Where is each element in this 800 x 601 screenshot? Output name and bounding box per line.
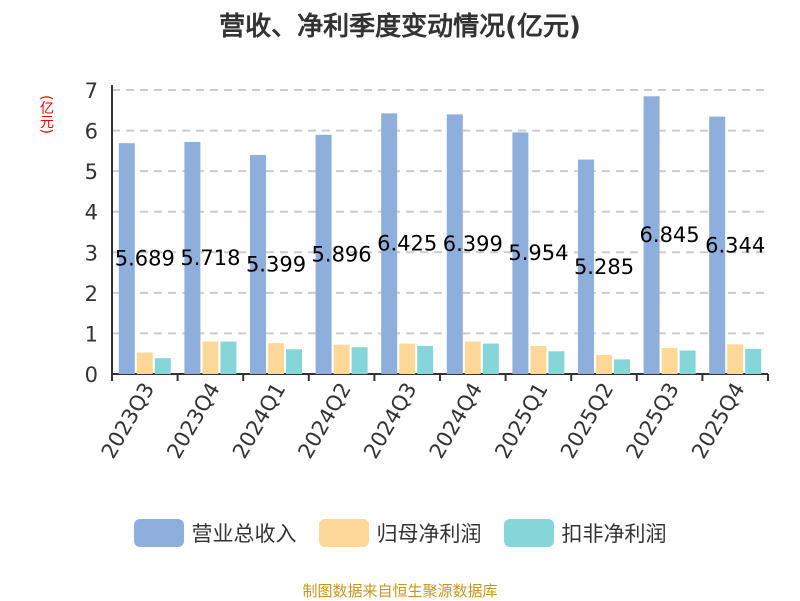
bar-deducted-net-profit: [482, 343, 499, 374]
data-label: 6.399: [443, 232, 503, 256]
legend-swatch: [133, 519, 184, 547]
legend-item[interactable]: 归母净利润: [318, 518, 482, 548]
y-tick-label: 2: [85, 282, 98, 306]
data-label: 5.285: [574, 255, 634, 279]
bar-deducted-net-profit: [351, 347, 368, 374]
bar-revenue: [709, 116, 726, 374]
bar-revenue: [643, 96, 660, 374]
legend-item[interactable]: 营业总收入: [133, 518, 297, 548]
y-tick-label: 4: [85, 201, 98, 225]
bar-net-profit: [136, 352, 153, 374]
bar-net-profit: [530, 346, 547, 374]
y-tick-label: 5: [85, 160, 98, 184]
x-tick-label: 2025Q2: [556, 379, 618, 463]
data-label: 5.954: [508, 241, 568, 265]
x-tick-label: 2024Q3: [359, 379, 421, 463]
bar-net-profit: [202, 341, 219, 374]
data-label: 6.845: [640, 223, 700, 247]
bar-revenue: [250, 154, 266, 374]
y-tick-label: 7: [85, 79, 98, 103]
bar-net-profit: [399, 343, 416, 374]
legend-swatch: [503, 519, 554, 547]
y-tick-label: 1: [85, 322, 98, 346]
legend-label: 归母净利润: [376, 522, 482, 546]
y-tick-label: 0: [85, 363, 98, 387]
bar-revenue: [315, 134, 332, 374]
bar-deducted-net-profit: [417, 346, 434, 374]
legend-label: 营业总收入: [191, 522, 297, 546]
bar-net-profit: [464, 341, 481, 374]
x-tick-label: 2025Q4: [687, 379, 749, 463]
bar-deducted-net-profit: [548, 351, 565, 374]
legend-label: 扣非净利润: [561, 522, 667, 546]
legend: 营业总收入 归母净利润 扣非净利润: [0, 518, 800, 548]
chart-title: 营收、净利季度变动情况(亿元): [219, 12, 581, 42]
bar-revenue: [446, 114, 463, 375]
bar-revenue: [578, 159, 594, 374]
bar-net-profit: [661, 348, 678, 374]
data-label: 5.399: [246, 252, 306, 276]
x-tick-label: 2024Q1: [228, 379, 290, 463]
y-axis-unit: (亿元): [38, 95, 54, 134]
x-tick-label: 2024Q2: [293, 379, 355, 463]
bar-revenue: [512, 132, 529, 374]
legend-swatch: [318, 519, 369, 547]
bar-deducted-net-profit: [745, 348, 762, 374]
bar-revenue: [381, 113, 398, 374]
bar-revenue: [118, 143, 135, 374]
bar-revenue: [184, 142, 201, 374]
data-label: 5.718: [180, 246, 240, 270]
source-note: 制图数据来自恒生聚源数据库: [302, 582, 498, 600]
y-tick-label: 6: [85, 120, 98, 144]
x-tick-label: 2025Q1: [490, 379, 552, 463]
bar-net-profit: [268, 343, 284, 374]
legend-item[interactable]: 扣非净利润: [503, 518, 667, 548]
bar-net-profit: [596, 354, 612, 374]
bar-net-profit: [333, 344, 350, 374]
data-label: 6.425: [377, 232, 437, 256]
x-tick-label: 2025Q3: [621, 379, 683, 463]
bar-deducted-net-profit: [286, 349, 302, 374]
data-label: 5.896: [312, 242, 372, 266]
y-tick-label: 3: [85, 241, 98, 265]
bar-deducted-net-profit: [614, 359, 630, 374]
x-tick-label: 2024Q4: [425, 379, 487, 463]
bar-net-profit: [727, 344, 744, 374]
bar-deducted-net-profit: [220, 341, 237, 374]
data-label: 6.344: [705, 233, 765, 257]
x-tick-label: 2023Q3: [97, 379, 159, 463]
data-label: 5.689: [115, 247, 175, 271]
bar-deducted-net-profit: [154, 358, 171, 374]
bar-deducted-net-profit: [679, 350, 696, 374]
x-tick-label: 2023Q4: [162, 379, 224, 463]
